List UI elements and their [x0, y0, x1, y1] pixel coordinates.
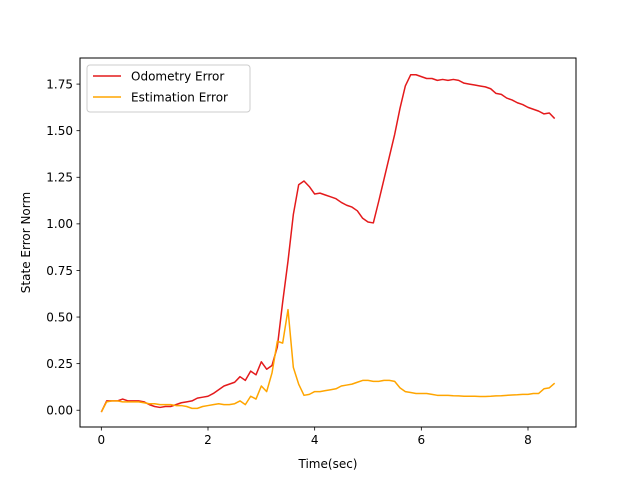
x-tick-label: 6: [418, 433, 426, 447]
legend-label-estimation-error: Estimation Error: [131, 91, 228, 105]
x-tick-label: 2: [204, 433, 212, 447]
series-line-odometry-error: [100, 74, 556, 413]
axes-frame: [79, 57, 577, 428]
x-tick-label: 0: [98, 433, 106, 447]
y-tick-label: 1.25: [46, 171, 73, 185]
y-tick-label: 1.00: [46, 217, 73, 231]
legend: Odometry Error Estimation Error: [86, 64, 251, 113]
y-tick-label: 0.00: [46, 404, 73, 418]
x-axis-label: Time(sec): [298, 457, 358, 471]
y-tick-label: 0.50: [46, 310, 73, 324]
y-axis-label: State Error Norm: [19, 192, 33, 293]
y-tick-label: 1.75: [46, 77, 73, 91]
x-tick-label: 4: [311, 433, 319, 447]
legend-box: [86, 64, 251, 113]
plot-area: [100, 74, 556, 413]
ticks: 0 2 4 6 8 0.00 0.25 0.50 0.75 1.00 1.25 1.50 1.75: [46, 77, 532, 447]
y-tick-label: 0.25: [46, 357, 73, 371]
legend-label-odometry-error: Odometry Error: [131, 70, 224, 84]
y-tick-label: 0.75: [46, 264, 73, 278]
x-tick-label: 8: [524, 433, 532, 447]
series-line-estimation-error: [100, 308, 556, 413]
y-tick-label: 1.50: [46, 124, 73, 138]
